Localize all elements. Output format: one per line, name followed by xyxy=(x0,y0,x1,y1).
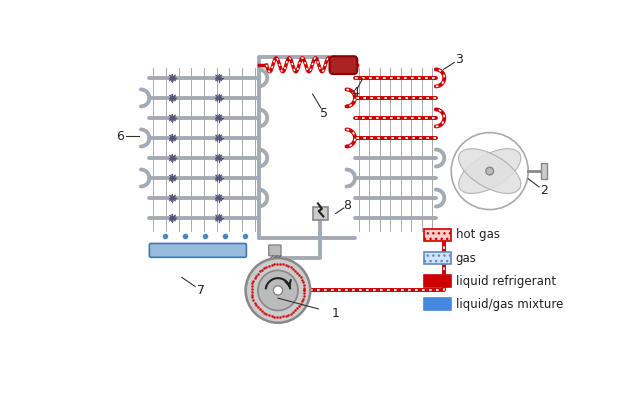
Text: 6: 6 xyxy=(116,130,124,143)
Text: 3: 3 xyxy=(455,53,463,66)
FancyBboxPatch shape xyxy=(149,243,246,257)
Text: 5: 5 xyxy=(320,107,328,120)
FancyBboxPatch shape xyxy=(424,229,451,241)
Text: liquid/gas mixture: liquid/gas mixture xyxy=(456,298,563,311)
Circle shape xyxy=(273,286,283,295)
FancyBboxPatch shape xyxy=(312,207,328,220)
FancyBboxPatch shape xyxy=(330,56,357,74)
Bar xyxy=(541,163,547,179)
Text: 8: 8 xyxy=(343,199,351,212)
Circle shape xyxy=(258,271,298,310)
Circle shape xyxy=(246,258,310,323)
FancyBboxPatch shape xyxy=(424,298,451,310)
Ellipse shape xyxy=(459,149,521,194)
FancyBboxPatch shape xyxy=(424,275,451,287)
Circle shape xyxy=(486,167,493,175)
FancyBboxPatch shape xyxy=(424,252,451,264)
Text: gas: gas xyxy=(456,252,477,265)
Text: 4: 4 xyxy=(351,86,359,99)
Text: 2: 2 xyxy=(540,184,548,197)
Text: liquid refrigerant: liquid refrigerant xyxy=(456,275,556,288)
Text: 7: 7 xyxy=(197,284,205,297)
Text: 1: 1 xyxy=(332,307,340,320)
FancyBboxPatch shape xyxy=(269,245,281,256)
Ellipse shape xyxy=(459,149,521,194)
Text: hot gas: hot gas xyxy=(456,229,500,241)
